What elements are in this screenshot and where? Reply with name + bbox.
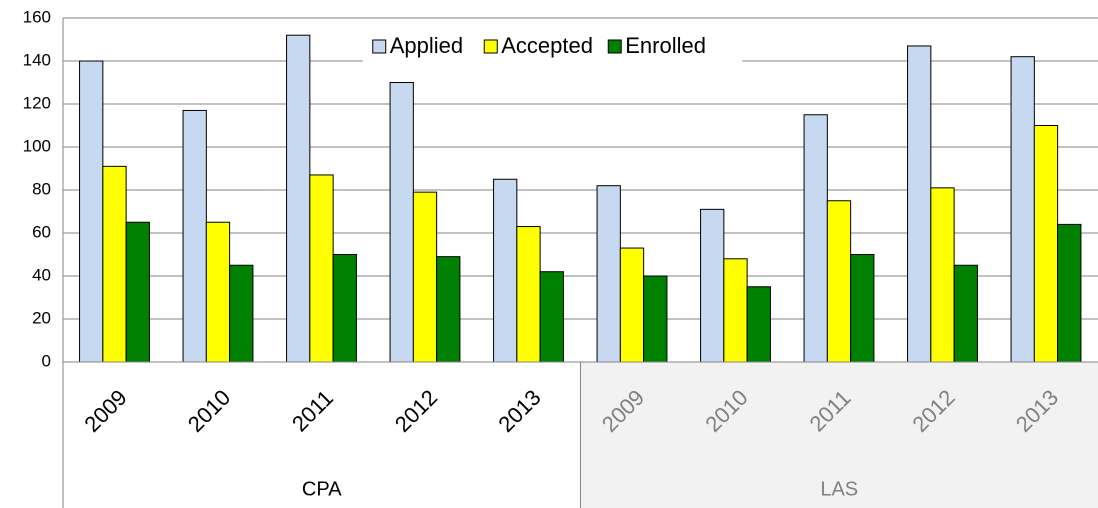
bar: [803, 114, 828, 363]
bar: [516, 226, 541, 363]
bar: [286, 34, 311, 363]
group-label: CPA: [302, 478, 342, 500]
legend-label: Enrolled: [625, 33, 706, 58]
y-tick-label: 20: [32, 308, 51, 327]
bar: [619, 247, 645, 363]
y-tick-label: 100: [23, 136, 51, 155]
bar: [1033, 125, 1059, 363]
group-background: [63, 362, 581, 508]
y-tick-label: 120: [23, 93, 51, 112]
y-tick-label: 160: [23, 7, 51, 26]
bar: [102, 165, 127, 363]
y-tick-label: 140: [23, 50, 51, 69]
bar: [332, 254, 357, 363]
legend-label: Applied: [390, 33, 463, 58]
bar: [907, 45, 932, 363]
bar: [746, 286, 771, 363]
legend-box: [362, 30, 743, 64]
bar: [412, 191, 438, 363]
bar: [1057, 223, 1082, 363]
bar: [930, 187, 955, 363]
bar: [389, 82, 414, 363]
bar: [723, 258, 748, 363]
bar: [125, 221, 150, 363]
y-tick-label: 60: [32, 222, 51, 241]
y-tick-label: 80: [32, 179, 51, 198]
legend-swatch: [483, 39, 498, 54]
bar: [826, 200, 852, 363]
bar: [182, 109, 207, 363]
bar: [1010, 56, 1035, 363]
bar: [436, 256, 461, 363]
bar: [953, 264, 978, 363]
bar: [229, 264, 254, 363]
group-background: [580, 362, 1098, 508]
legend-swatch: [607, 39, 622, 54]
y-tick-label: 0: [42, 351, 51, 370]
bar: [700, 208, 725, 363]
bar: [850, 254, 875, 363]
bar: [309, 174, 334, 363]
legend-label: Accepted: [501, 33, 593, 58]
bar: [596, 185, 621, 363]
group-label: LAS: [820, 478, 858, 500]
bar: [79, 60, 104, 363]
bar: [493, 178, 518, 363]
bar: [643, 275, 668, 363]
legend-swatch: [372, 39, 387, 54]
bar: [539, 271, 564, 363]
y-tick-label: 40: [32, 265, 51, 284]
bar: [205, 221, 231, 363]
